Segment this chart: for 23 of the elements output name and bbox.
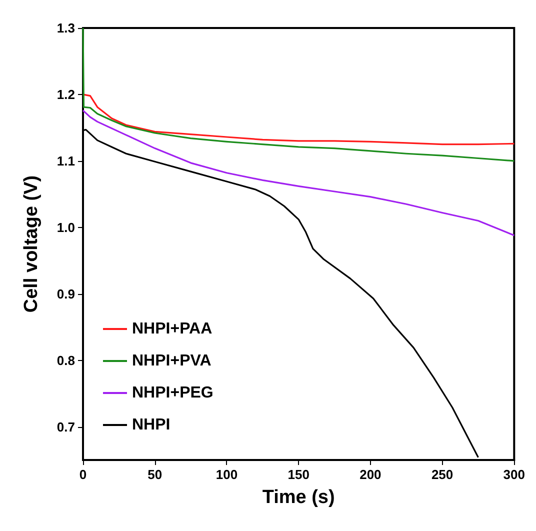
line-series — [82, 27, 515, 162]
y-tick-label: 0.7 — [56, 419, 75, 434]
x-tick-label: 200 — [360, 467, 382, 482]
y-tick-label: 0.8 — [56, 352, 75, 368]
y-tick-label: 1.3 — [56, 20, 75, 36]
y-tick-label: 1.1 — [56, 153, 75, 168]
legend-label: NHPI+PVA — [132, 352, 212, 370]
x-tick-label: 50 — [148, 467, 162, 482]
x-tick-label: 250 — [431, 467, 454, 482]
y-tick-label: 1.2 — [56, 86, 75, 102]
legend-label: NHPI+PEG — [132, 384, 214, 402]
x-axis-title: Time (s) — [262, 487, 335, 508]
x-tick-label: 0 — [79, 467, 87, 482]
x-tick-label: 300 — [503, 467, 526, 482]
line-series — [82, 94, 515, 146]
legend-label: NHPI — [132, 416, 170, 434]
y-tick-label: 0.9 — [56, 286, 75, 302]
x-tick-label: 100 — [216, 467, 238, 482]
x-tick-label: 150 — [288, 467, 310, 482]
line-series — [82, 110, 515, 236]
y-axis-title: Cell voltage (V) — [21, 175, 42, 313]
y-tick-label: 1.0 — [56, 220, 75, 235]
legend-label: NHPI+PAA — [132, 320, 213, 338]
